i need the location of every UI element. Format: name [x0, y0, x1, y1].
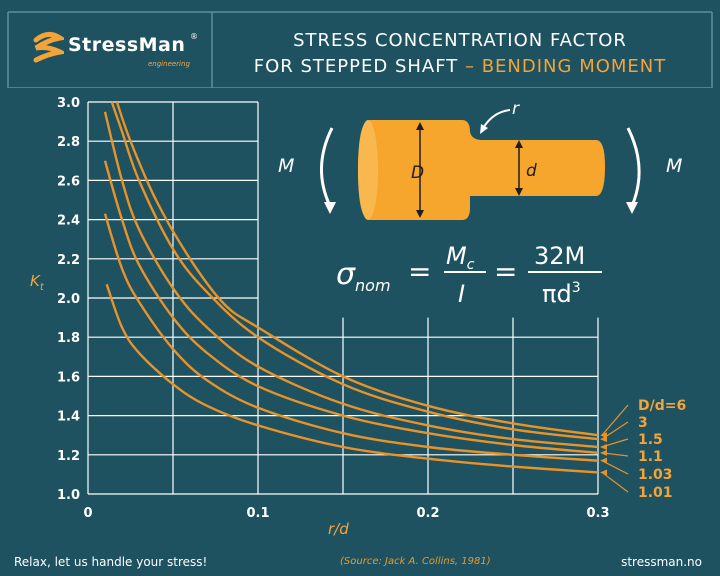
chart-curves	[103, 101, 599, 474]
title-line-2-main: FOR STEPPED SHAFT	[253, 56, 459, 77]
y-tick-label: 2.4	[57, 214, 80, 229]
chart-grid	[87, 101, 599, 495]
x-tick-label: 0.2	[416, 506, 439, 521]
shaft-small-section	[470, 140, 605, 196]
radius-label: r	[512, 99, 520, 119]
x-tick-label: 0.3	[586, 506, 609, 521]
formula-equals-1: =	[408, 255, 431, 288]
y-axis-label-sub: t	[40, 282, 45, 293]
y-tick-label: 1.2	[57, 449, 80, 464]
legend-label: 1.1	[638, 449, 663, 465]
series-line-3	[103, 160, 599, 454]
legend-arrowhead	[600, 436, 607, 443]
series-line-0	[115, 101, 599, 437]
brand-logo: StressMan ® engineering	[30, 28, 210, 72]
legend-label: 3	[638, 415, 648, 431]
shaft-diagram: D d r M M	[278, 98, 682, 228]
y-tick-label: 3.0	[57, 96, 80, 111]
header: StressMan ® engineering STRESS CONCENTRA…	[0, 0, 720, 88]
nominal-stress-formula: σnom = Mc I = 32M πd3	[325, 232, 625, 314]
formula-denominator-1: I	[458, 280, 465, 308]
x-tick-label: 0	[83, 506, 92, 521]
spring-icon	[33, 32, 64, 63]
stress-chart: 1.0 1.2 1.4 1.6 1.8 2.0 2.2 2.4 2.6 2.8 3.0 0 0.1 0.2…	[30, 96, 686, 538]
legend-pointer	[601, 404, 629, 436]
title-line-1: STRESS CONCENTRATION FACTOR	[293, 30, 627, 51]
footer-website-link[interactable]: stressman.no	[621, 555, 702, 569]
legend-arrowhead	[600, 443, 607, 450]
y-tick-label: 2.8	[57, 135, 80, 150]
formula-denominator-2-sup: 3	[572, 280, 581, 296]
legend-arrowhead	[600, 457, 607, 464]
footer-source: (Source: Jack A. Collins, 1981)	[340, 556, 491, 567]
legend-label: 1.03	[638, 467, 673, 483]
legend-label: 1.5	[638, 432, 663, 448]
formula-sigma: σnom	[336, 257, 391, 295]
formula-numerator-2: 32M	[534, 242, 585, 270]
formula-denominator-2: πd3	[542, 280, 581, 308]
shaft-fillet	[470, 132, 482, 140]
formula-sigma-sub: nom	[355, 276, 391, 295]
small-diameter-label: d	[526, 161, 537, 181]
legend-label: D/d=6	[638, 398, 686, 414]
x-axis-label: r/d	[328, 520, 349, 538]
chart-legend: D/d=631.51.1 1.03 1.01	[600, 398, 686, 501]
title-line-2-dash: –	[458, 56, 482, 77]
chart-ticks: 1.0 1.2 1.4 1.6 1.8 2.0 2.2 2.4 2.6 2.8 3.0 0 0.1 0.2…	[57, 96, 610, 521]
header-frame	[7, 11, 713, 88]
y-tick-label: 2.0	[57, 292, 80, 307]
moment-label-left: M	[278, 155, 294, 177]
registered-mark: ®	[190, 32, 198, 41]
series-line-5	[105, 283, 599, 474]
brand-subtitle: engineering	[148, 60, 190, 68]
formula-numerator-1: Mc	[446, 242, 475, 273]
series-line-2	[103, 111, 599, 449]
footer-slogan: Relax, let us handle your stress!	[14, 555, 208, 569]
y-tick-label: 1.4	[57, 410, 80, 425]
brand-name: StressMan	[68, 34, 186, 56]
big-diameter-label: D	[411, 163, 424, 183]
formula-numerator-1-sub: c	[467, 257, 475, 273]
y-axis-label: Kt	[30, 272, 45, 293]
moment-label-right: M	[666, 155, 682, 177]
legend-arrowhead	[600, 469, 607, 476]
x-tick-label: 0.1	[246, 506, 269, 521]
title-line-2: FOR STEPPED SHAFT – BENDING MOMENT	[220, 54, 700, 80]
series-line-4	[103, 213, 599, 462]
legend-label: 1.01	[638, 485, 673, 501]
shaft-large-end	[358, 120, 378, 220]
y-tick-label: 2.6	[57, 174, 80, 189]
footer: Relax, let us handle your stress! (Sourc…	[0, 548, 720, 576]
page-title: STRESS CONCENTRATION FACTOR FOR STEPPED …	[220, 28, 700, 80]
y-tick-label: 1.8	[57, 331, 80, 346]
legend-arrowhead	[600, 449, 607, 456]
title-line-2-highlight: BENDING MOMENT	[481, 56, 667, 77]
moment-arrow-right	[626, 127, 641, 207]
y-tick-label: 1.0	[57, 488, 80, 503]
legend-pointer	[601, 471, 629, 493]
legend-pointer	[601, 421, 629, 440]
formula-equals-2: =	[494, 255, 517, 288]
series-line-1	[110, 101, 599, 441]
y-tick-label: 1.6	[57, 370, 80, 385]
moment-arrow-left	[320, 127, 334, 207]
y-tick-label: 2.2	[57, 253, 80, 268]
shaft-large-section	[358, 120, 470, 220]
